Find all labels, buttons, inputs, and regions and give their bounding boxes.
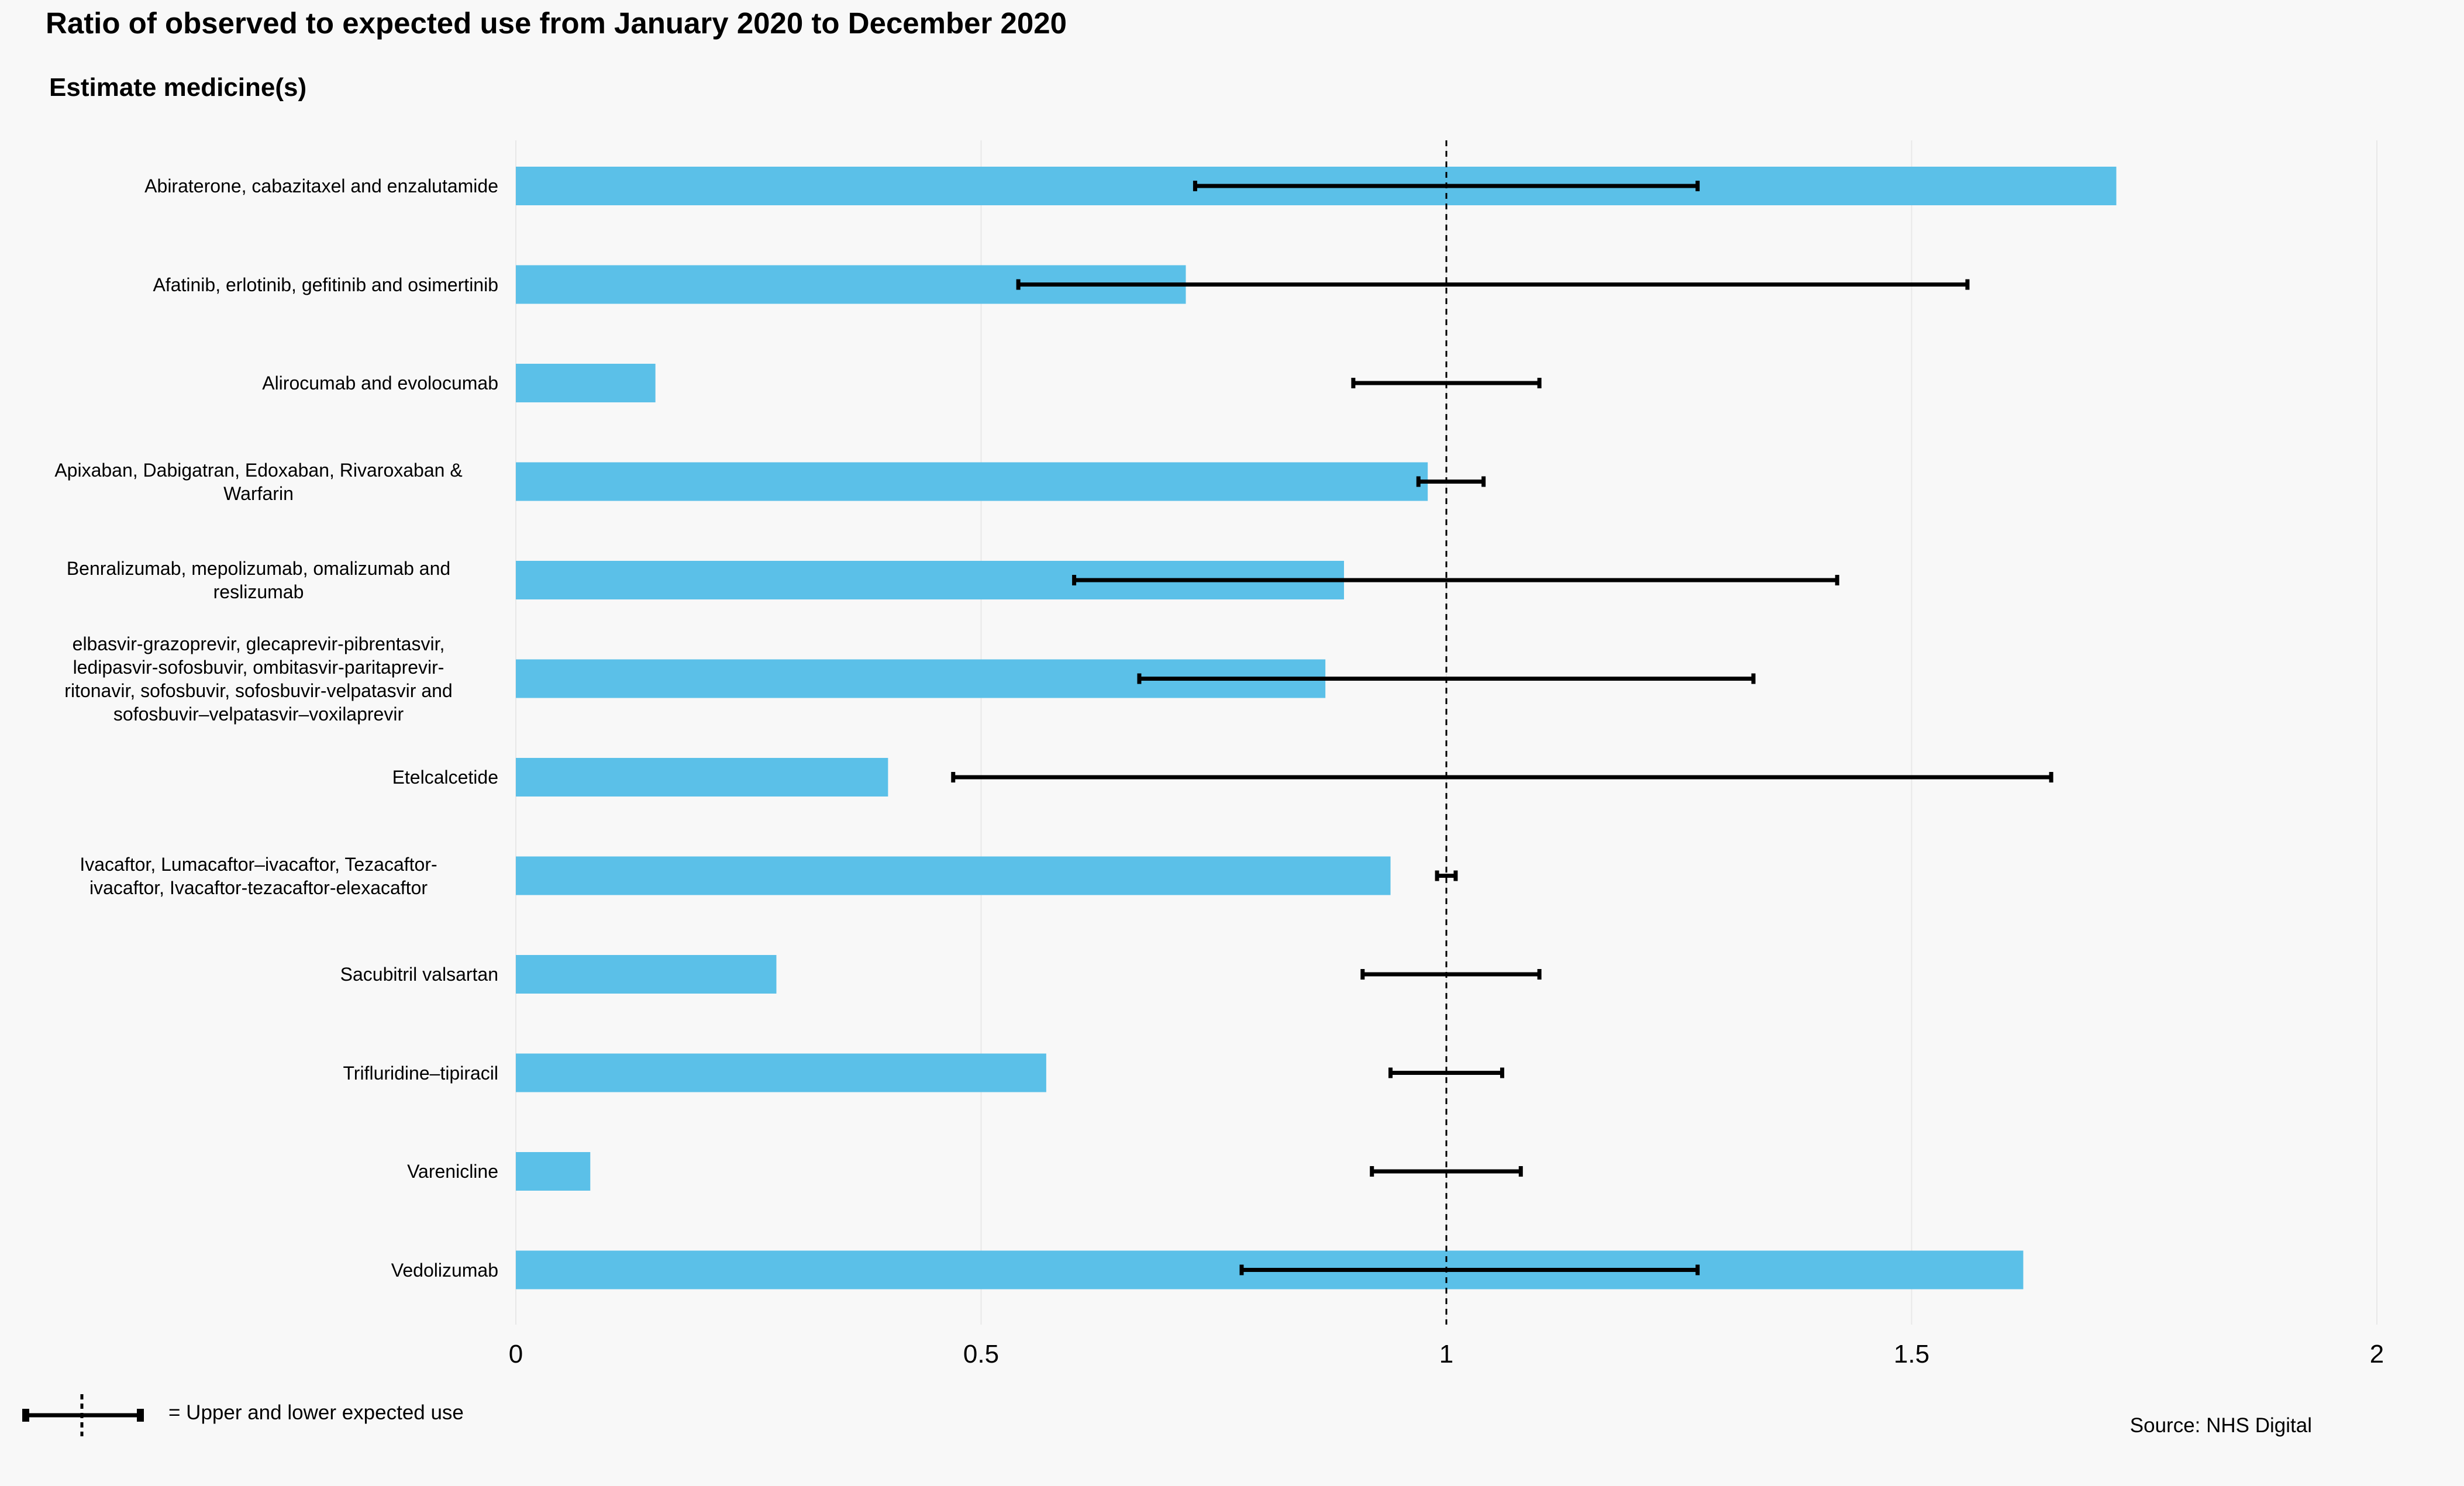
bar xyxy=(516,1152,591,1191)
category-label-line: Benralizumab, mepolizumab, omalizumab an… xyxy=(66,558,451,579)
category-label: Abiraterone, cabazitaxel and enzalutamid… xyxy=(19,174,498,198)
chart-subtitle: Estimate medicine(s) xyxy=(49,73,307,102)
error-bar xyxy=(1137,673,1756,684)
category-label-line: Trifluridine–tipiracil xyxy=(343,1062,498,1084)
error-bar xyxy=(1351,378,1542,388)
error-bar xyxy=(1193,181,1700,191)
x-tick-label: 0 xyxy=(509,1340,523,1368)
category-label: Etelcalcetide xyxy=(19,766,498,789)
category-label-line: sofosbuvir–velpatasvir–voxilaprevir xyxy=(113,703,404,725)
bar xyxy=(516,462,1428,501)
bar xyxy=(516,955,777,994)
category-label: Varenicline xyxy=(19,1160,498,1183)
category-label-line: ledipasvir-sofosbuvir, ombitasvir-parita… xyxy=(73,656,444,678)
category-label-line: Etelcalcetide xyxy=(392,767,498,788)
x-tick-label: 0.5 xyxy=(963,1340,999,1368)
category-label-line: Abiraterone, cabazitaxel and enzalutamid… xyxy=(144,175,498,196)
bar xyxy=(516,364,656,402)
x-tick-label: 1.5 xyxy=(1894,1340,1929,1368)
category-label: Sacubitril valsartan xyxy=(19,963,498,986)
category-label: elbasvir-grazoprevir, glecaprevir-pibren… xyxy=(19,632,498,726)
source-note: Source: NHS Digital xyxy=(2129,1414,2312,1437)
error-bar xyxy=(1072,575,1839,585)
category-label-line: reslizumab xyxy=(213,581,304,602)
error-bar xyxy=(951,772,2053,782)
error-bar xyxy=(1016,279,1970,290)
category-label-line: Warfarin xyxy=(223,482,294,504)
error-bar xyxy=(1370,1166,1523,1177)
error-bar xyxy=(1435,870,1458,881)
bar xyxy=(516,856,1391,895)
error-bar xyxy=(1360,969,1542,980)
category-label-line: elbasvir-grazoprevir, glecaprevir-pibren… xyxy=(72,633,445,654)
category-label-line: Varenicline xyxy=(407,1161,498,1182)
bar xyxy=(516,758,888,797)
category-label-line: ivacaftor, Ivacaftor-tezacaftor-elexacaf… xyxy=(89,877,428,898)
error-bar xyxy=(1239,1264,1700,1275)
legend-label: = Upper and lower expected use xyxy=(168,1401,464,1424)
category-label-line: Ivacaftor, Lumacaftor–ivacaftor, Tezacaf… xyxy=(80,853,437,875)
chart-title: Ratio of observed to expected use from J… xyxy=(46,6,1067,40)
category-label-line: ritonavir, sofosbuvir, sofosbuvir-velpat… xyxy=(64,680,453,701)
category-label-line: Vedolizumab xyxy=(391,1259,498,1281)
error-bar xyxy=(1388,1067,1504,1078)
category-label: Afatinib, erlotinib, gefitinib and osime… xyxy=(19,273,498,296)
category-label-line: Alirocumab and evolocumab xyxy=(262,373,498,394)
category-label-line: Apixaban, Dabigatran, Edoxaban, Rivaroxa… xyxy=(54,459,463,481)
category-label-line: Sacubitril valsartan xyxy=(340,964,498,985)
error-bar xyxy=(1416,476,1486,487)
category-label: Vedolizumab xyxy=(19,1259,498,1282)
x-tick-label: 1 xyxy=(1439,1340,1453,1368)
bar xyxy=(516,1053,1046,1092)
category-label: Trifluridine–tipiracil xyxy=(19,1061,498,1085)
error-bar-icon xyxy=(22,1394,144,1436)
category-label: Alirocumab and evolocumab xyxy=(19,371,498,395)
x-tick-label: 2 xyxy=(2370,1340,2384,1368)
category-label: Apixaban, Dabigatran, Edoxaban, Rivaroxa… xyxy=(19,458,498,505)
category-label-line: Afatinib, erlotinib, gefitinib and osime… xyxy=(153,274,498,295)
category-label: Benralizumab, mepolizumab, omalizumab an… xyxy=(19,557,498,604)
category-label: Ivacaftor, Lumacaftor–ivacaftor, Tezacaf… xyxy=(19,853,498,899)
